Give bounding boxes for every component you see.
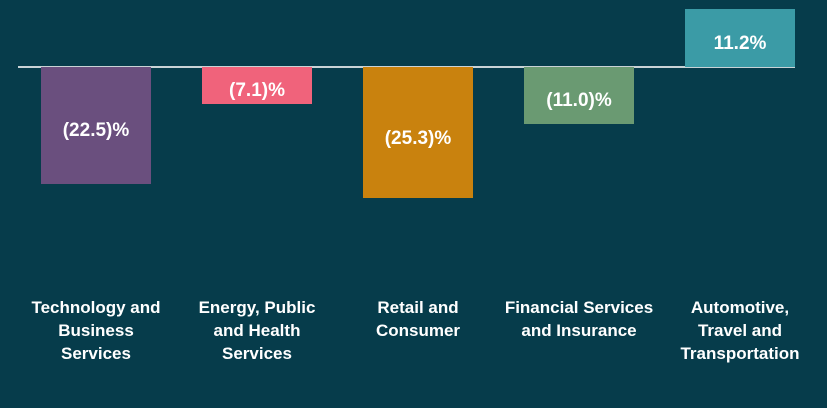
x-tick-label: Retail and Consumer [375, 298, 461, 340]
x-tick-label: Energy, Public and Health Services [198, 298, 316, 363]
bar [524, 67, 634, 124]
x-tick-label: Technology and Business Services [31, 298, 161, 363]
bar [41, 67, 151, 184]
x-tick-label: Financial Services and Insurance [504, 298, 654, 340]
data-label: (7.1)% [229, 80, 285, 102]
data-label: (25.3)% [384, 127, 452, 149]
bar [202, 67, 312, 104]
data-label: (22.5)% [62, 120, 130, 142]
data-label: (11.0)% [546, 90, 612, 112]
x-tick-label: Automotive, Travel and Transportation [680, 298, 800, 363]
data-label: 11.2% [713, 32, 767, 54]
bar [363, 67, 473, 199]
bar [685, 8, 795, 67]
